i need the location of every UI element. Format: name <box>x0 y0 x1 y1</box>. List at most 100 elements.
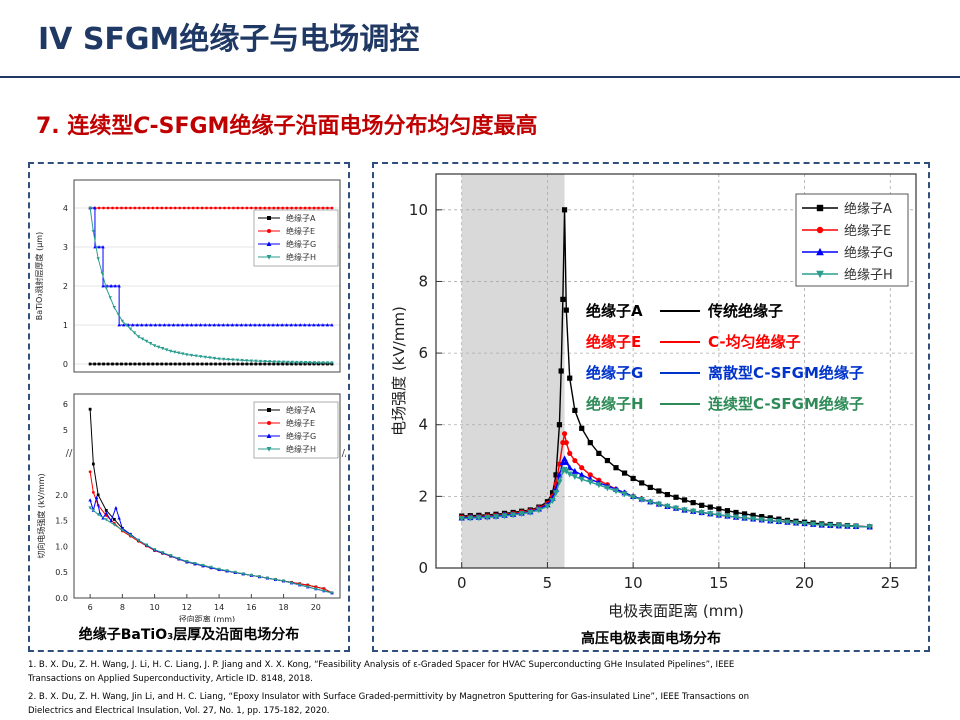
data-point <box>656 488 662 494</box>
data-point <box>330 323 334 327</box>
x-tick-label: 10 <box>624 574 643 592</box>
reference-1-line-1: 1. B. X. Du, Z. H. Wang, J. Li, H. C. Li… <box>28 660 735 670</box>
data-point <box>690 508 697 515</box>
data-point <box>173 362 177 366</box>
data-point <box>191 362 195 366</box>
data-point <box>263 359 267 364</box>
data-point <box>317 362 320 366</box>
data-point <box>253 323 257 327</box>
subtitle-c: C <box>133 114 150 139</box>
data-point <box>308 362 311 366</box>
data-point <box>230 323 235 327</box>
data-point <box>587 479 594 486</box>
data-point <box>91 508 96 513</box>
data-point <box>129 362 132 366</box>
data-point <box>140 337 145 341</box>
data-point <box>587 440 593 446</box>
series-line <box>89 497 333 594</box>
data-point <box>223 206 226 210</box>
data-point <box>572 407 578 413</box>
data-point <box>298 583 302 587</box>
legend-marker <box>816 270 824 279</box>
data-point <box>613 465 619 471</box>
data-point <box>784 519 791 526</box>
data-point <box>171 323 176 327</box>
data-point <box>852 523 860 530</box>
data-point <box>621 491 628 498</box>
data-point <box>214 206 217 210</box>
electrode-shaded-region <box>461 174 565 568</box>
data-point <box>741 515 748 522</box>
data-point <box>630 475 636 482</box>
data-point <box>208 356 212 360</box>
data-point <box>151 206 155 210</box>
legend-label: 绝缘子H <box>286 252 316 262</box>
x-tick-label: 5 <box>543 574 553 592</box>
y-tick-label: 6 <box>63 400 68 409</box>
annotation-desc: C-均匀绝缘子 <box>708 333 801 351</box>
data-point <box>303 361 308 365</box>
data-point <box>102 362 105 366</box>
data-point <box>556 479 563 486</box>
data-point <box>194 354 198 358</box>
data-point <box>290 206 294 210</box>
data-point <box>578 476 585 483</box>
data-point <box>518 511 525 518</box>
data-point <box>715 512 722 519</box>
data-point <box>212 356 217 361</box>
legend-marker <box>266 255 272 260</box>
data-point <box>104 508 108 512</box>
data-point <box>129 206 132 210</box>
data-point <box>724 508 731 514</box>
data-point <box>321 206 325 210</box>
legend-label: 绝缘子H <box>286 444 316 454</box>
data-point <box>189 323 194 327</box>
data-point <box>205 362 208 366</box>
data-point <box>563 468 570 475</box>
data-point <box>115 206 119 210</box>
data-point <box>112 518 116 521</box>
data-point <box>510 512 517 519</box>
data-point <box>218 362 222 366</box>
data-point <box>639 480 645 486</box>
data-point <box>96 513 100 517</box>
plot-frame <box>73 393 341 599</box>
annotation-desc: 连续型C-SFGM绝缘子 <box>708 395 864 413</box>
data-point <box>294 362 298 366</box>
data-point <box>136 538 141 543</box>
data-point <box>91 230 96 234</box>
legend-marker <box>266 447 272 452</box>
data-point <box>165 348 169 352</box>
data-point <box>556 461 563 467</box>
data-point <box>227 206 231 210</box>
data-point <box>312 362 316 366</box>
data-point <box>108 296 112 300</box>
data-point <box>267 362 271 366</box>
data-point <box>101 284 105 288</box>
data-point <box>222 357 226 362</box>
data-point <box>758 517 765 524</box>
data-point <box>200 206 204 210</box>
data-point <box>299 362 302 366</box>
data-point <box>208 323 212 327</box>
data-point <box>160 347 165 351</box>
data-point <box>173 350 177 354</box>
legend-label: 绝缘子A <box>286 405 316 415</box>
data-point <box>245 362 249 366</box>
data-point <box>218 206 222 210</box>
data-point <box>227 362 231 366</box>
data-point <box>155 206 159 210</box>
y-tick-label: 0 <box>418 559 428 577</box>
reference-1: 1. B. X. Du, Z. H. Wang, J. Li, H. C. Li… <box>28 658 938 686</box>
left-bottom-chart: // // 0.0 0.5 1.0 1.5 2.0 5 6 6 8 10 12 14 16 18 20 径向距离 … <box>36 393 346 622</box>
data-point <box>308 206 311 210</box>
data-point <box>198 323 203 327</box>
data-point <box>146 206 150 210</box>
annotation-desc: 传统绝缘子 <box>707 302 783 320</box>
data-point <box>612 488 620 495</box>
data-point <box>120 362 123 366</box>
data-point <box>281 362 285 366</box>
data-point <box>308 361 312 365</box>
data-point <box>182 206 186 210</box>
data-point <box>169 349 173 353</box>
